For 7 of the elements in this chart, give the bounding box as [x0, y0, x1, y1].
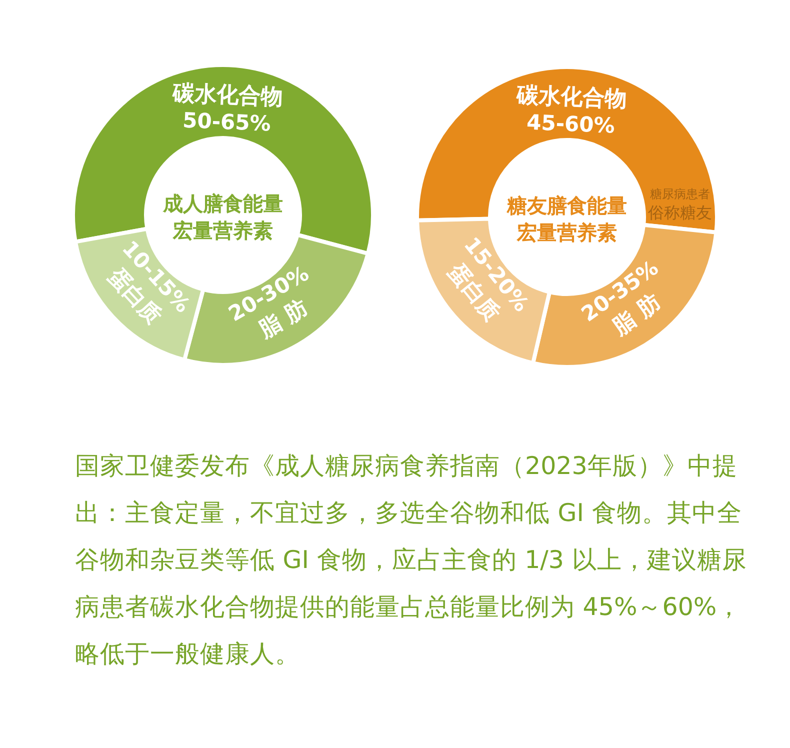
text: 国家卫健委发布《成人糖尿病食养指南（2023年版）》中提出：主食定量，不宜过多，多选全谷物和低 GI 食物。其中全谷物和杂豆类等低 GI 食物，应占主食的 1/3 以上，建议糖尿病患者碳水化合物提供的能量占总能量比例为 45%～60%，略低于一般健康人。 — [75, 451, 747, 668]
slice-label: 碳水化合物 — [171, 80, 284, 110]
slice-label: 碳水化合物 — [515, 82, 628, 112]
text: 成人膳食能量宏量营养素 — [162, 192, 283, 242]
text: 50-65% — [182, 108, 272, 136]
text: 45-60% — [526, 110, 616, 138]
text: 糖尿病患者俗称糖友 — [648, 187, 712, 222]
